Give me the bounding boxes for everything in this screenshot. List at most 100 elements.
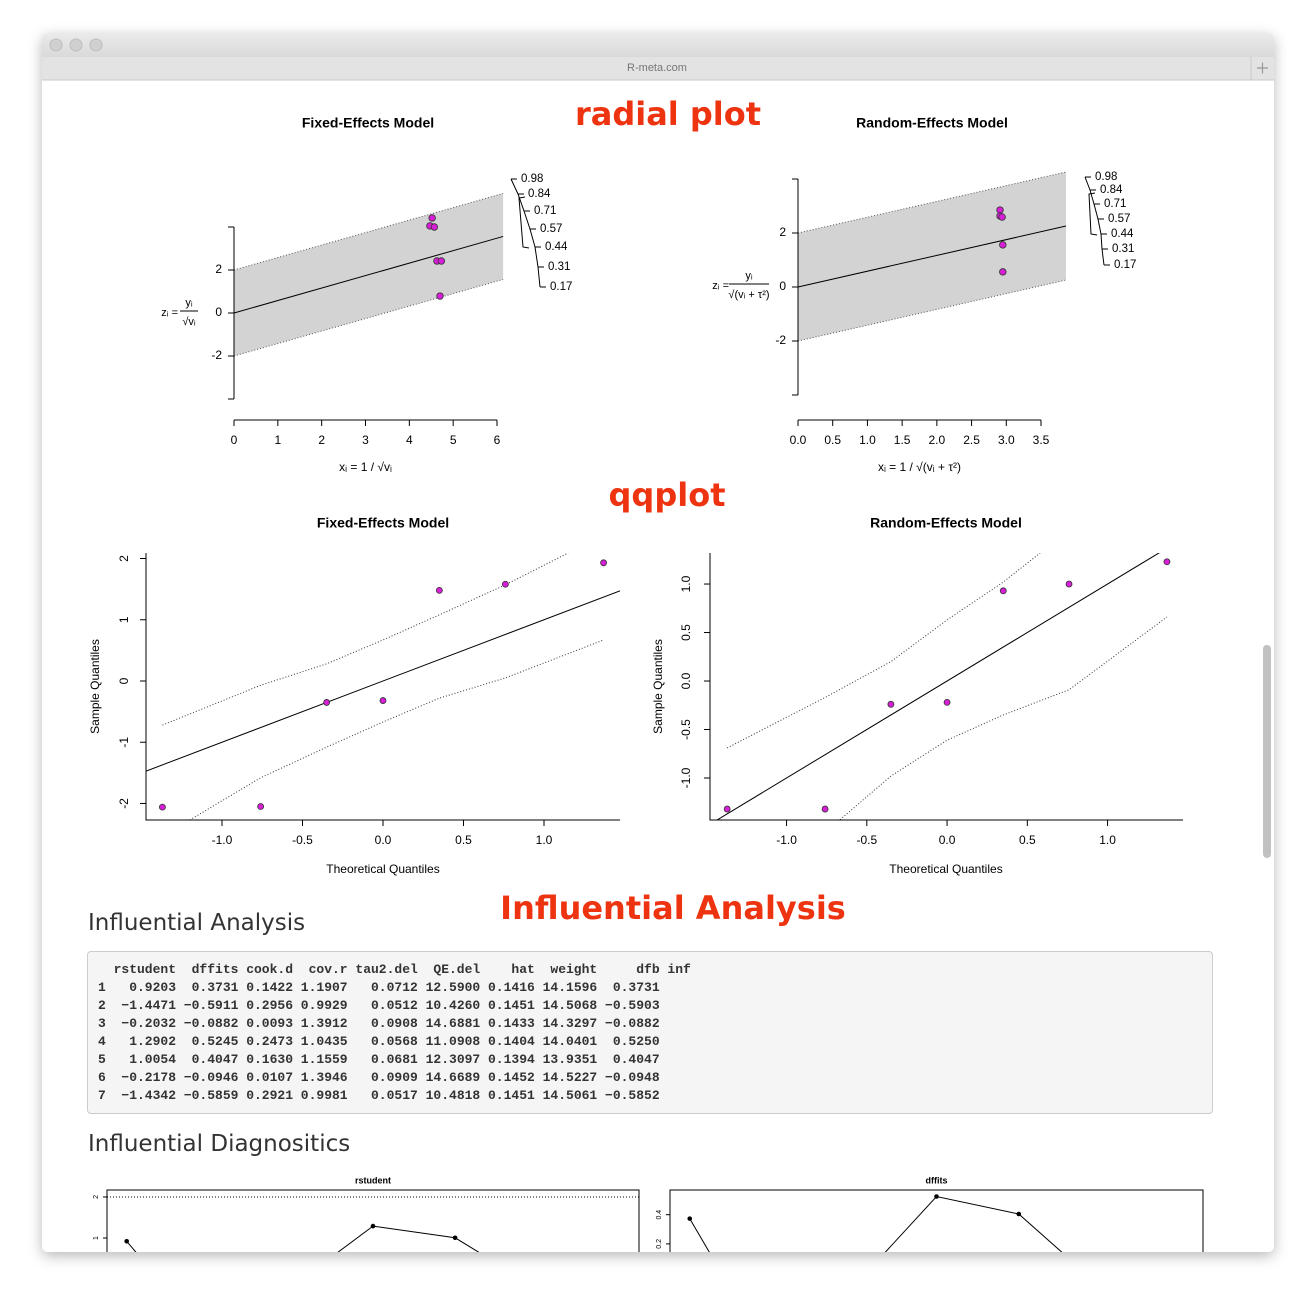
x-tick-label: -0.5 [856,833,877,847]
arc-tick-label: 0.84 [528,188,551,200]
y-axis-label: yᵢ [185,297,193,309]
data-point [323,699,331,706]
table-cell: 12.5900 [425,980,481,995]
band-edge [797,171,1067,234]
y-axis-label: zᵢ = [161,307,178,319]
row-label: 3 [98,1016,106,1031]
data-point [999,268,1007,276]
header-cell: dffits [191,962,239,977]
y-tick-label: 2 [215,262,222,276]
table-cell: −0.5903 [605,998,660,1013]
data-point [436,292,444,300]
data-point [289,1285,294,1290]
output-block: rstudent dffits cook.d cov.r tau2.del QE.del h… [87,951,1213,1114]
y-tick-label: 2 [117,555,131,562]
arc-tick-label: 0.71 [534,205,556,217]
table-cell: 0.0107 [246,1070,294,1085]
y-axis-label: Sample Quantiles [88,639,102,734]
minimize-button[interactable] [69,38,83,52]
table-cell: 10.4260 [425,998,481,1013]
y-tick-label: 0.4 [656,1210,663,1220]
y-tick-label: 0.0 [679,672,693,689]
new-tab-button[interactable] [1257,62,1268,74]
y-axis-label: zᵢ = [712,280,729,292]
table-cell: 14.1596 [542,980,598,995]
table-cell: 14.6881 [425,1016,481,1031]
arc-tick-label: 0.71 [1104,198,1126,210]
tab-title[interactable]: R-meta.com [627,62,687,74]
row-label: 7 [98,1088,106,1103]
arc-tick-label: 0.57 [540,223,562,235]
table-row: 5 1.0054 0.4047 0.1630 1.1559 0.0681 12.3097 0.… [98,1051,691,1069]
header-cell: cook.d [246,962,294,977]
table-cell: 14.3297 [542,1016,598,1031]
zoom-button[interactable] [89,38,103,52]
header-cell: dfb [636,962,660,977]
row-label: 5 [98,1052,106,1067]
y-tick-label: 0.2 [656,1239,663,1249]
data-point [723,805,731,813]
table-row: 7 −1.4342 −0.5859 0.2921 0.9981 0.0517 10.4818… [98,1087,691,1105]
row-label: 1 [98,980,106,995]
data-point [428,214,436,222]
x-tick-label: 0.5 [455,833,472,847]
data-point [257,803,265,810]
x-tick-label: 3.0 [998,433,1015,447]
y-tick-label: -1 [117,737,131,748]
y-tick-label: 2 [779,225,786,239]
x-tick-label: 1.0 [536,833,553,847]
header-cell: cov.r [308,962,348,977]
scrollbar-thumb[interactable] [1263,645,1271,858]
confidence-envelope [726,553,1041,749]
table-cell: 0.0681 [371,1052,418,1067]
x-tick-label: 3 [362,433,369,447]
table-cell: 1.2902 [129,1034,177,1049]
table-row: 6 −0.2178 −0.0946 0.0107 1.3946 0.0909 14.6689… [98,1069,691,1087]
arc-tick-label: 0.84 [1100,184,1123,196]
x-tick-label: -1.0 [776,833,797,847]
data-point [437,257,446,265]
band-edge [797,279,1067,342]
table-cell: 0.3731 [191,980,239,995]
table-cell: −0.0882 [605,1016,660,1031]
table-row: 2 −1.4471 −0.5911 0.2956 0.9929 0.0512 10.4260… [98,997,691,1015]
data-point [998,213,1006,221]
arc-tick-label: 0.31 [1112,243,1134,255]
arc-tick-label: 0.98 [1095,171,1117,183]
annotation: radial plot [575,95,761,133]
header-cell: QE.del [433,962,481,977]
table-cell: 0.1394 [488,1052,535,1067]
table-cell: 14.5068 [542,998,598,1013]
table-cell: 11.0908 [425,1034,481,1049]
plot-area [146,553,620,820]
table-cell: 0.1452 [488,1070,535,1085]
plot-title: Fixed-Effects Model [302,115,434,131]
section-heading: Influential Diagnositics [88,1131,351,1157]
table-cell: 0.5250 [612,1034,660,1049]
diagnostics-plots: rstudent 1 2 dffits 0.2 0.4 [93,1175,1204,1290]
table-cell: 0.2473 [246,1034,294,1049]
x-axis-label: xᵢ = 1 / √vᵢ [339,460,392,474]
data-point [887,700,895,708]
table-cell: 0.1630 [246,1052,294,1067]
y-axis-label: yᵢ [745,270,753,282]
x-tick-label: 0.0 [939,833,956,847]
data-point [1099,1285,1104,1290]
data-point [999,587,1007,595]
x-tick-label: 2.5 [963,433,980,447]
plot-title: Random-Effects Model [856,115,1008,131]
table-cell: 1.3946 [300,1070,348,1085]
table-cell: −1.4342 [121,1088,177,1103]
close-button[interactable] [49,38,63,52]
axis-frame [709,553,1183,821]
table-cell: 0.0517 [371,1088,418,1103]
table-cell: 14.5061 [542,1088,598,1103]
column [660,961,691,1105]
y-tick-label: 0 [215,305,222,319]
y-tick-label: -2 [775,333,786,347]
table-row: 1 0.9203 0.3731 0.1422 1.1907 0.0712 12.5900 0.… [98,979,691,997]
regression-line [797,225,1067,288]
window [42,33,1274,1252]
header-cell: weight [550,962,598,977]
